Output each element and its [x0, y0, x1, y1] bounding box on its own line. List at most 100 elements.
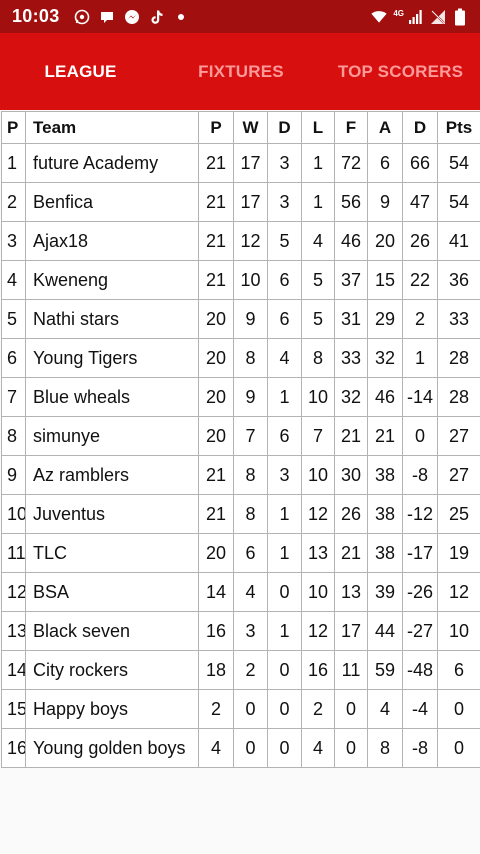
tab-fixtures[interactable]: FIXTURES [198, 61, 284, 81]
table-body: 1 future Academy 21 17 3 1 72 6 66 54 2 Benfica 21 17… [1, 143, 480, 768]
drawn-cell: 1 [267, 611, 302, 651]
lost-cell: 1 [301, 182, 335, 222]
drawn-cell: 3 [267, 143, 302, 183]
table-row[interactable]: 13 Black seven 16 3 1 12 17 44 -27 10 [1, 611, 480, 651]
won-cell: 7 [233, 416, 268, 456]
team-cell: Black seven [25, 611, 199, 651]
position-cell: 13 [1, 611, 26, 651]
col-position-header: P [1, 111, 26, 144]
points-cell: 10 [437, 611, 480, 651]
table-row[interactable]: 4 Kweneng 21 10 6 5 37 15 22 36 [1, 260, 480, 300]
tiktok-icon [149, 9, 165, 25]
table-row[interactable]: 10 Juventus 21 8 1 12 26 38 -12 25 [1, 494, 480, 534]
goals-for-cell: 33 [334, 338, 368, 378]
won-cell: 8 [233, 455, 268, 495]
goal-difference-cell: 26 [402, 221, 438, 261]
won-cell: 9 [233, 377, 268, 417]
points-cell: 0 [437, 728, 480, 768]
team-cell: City rockers [25, 650, 199, 690]
position-cell: 2 [1, 182, 26, 222]
played-cell: 20 [198, 299, 234, 339]
goals-for-cell: 31 [334, 299, 368, 339]
table-row[interactable]: 2 Benfica 21 17 3 1 56 9 47 54 [1, 182, 480, 222]
team-cell: Ajax18 [25, 221, 199, 261]
table-row[interactable]: 8 simunye 20 7 6 7 21 21 0 27 [1, 416, 480, 456]
chat-bubble-icon [99, 9, 115, 25]
goals-against-cell: 44 [367, 611, 403, 651]
points-cell: 19 [437, 533, 480, 573]
team-cell: future Academy [25, 143, 199, 183]
league-table: P Team P W D L F A D Pts 1 future Academy 21 17 3 1 72 6… [1, 111, 480, 768]
col-goal-difference-header: D [402, 111, 438, 144]
lost-cell: 13 [301, 533, 335, 573]
won-cell: 0 [233, 689, 268, 729]
points-cell: 6 [437, 650, 480, 690]
goal-difference-cell: -26 [402, 572, 438, 612]
tab-top-scorers[interactable]: TOP SCORERS [337, 61, 464, 81]
no-signal-icon [430, 9, 446, 25]
goals-against-cell: 6 [367, 143, 403, 183]
position-cell: 14 [1, 650, 26, 690]
played-cell: 16 [198, 611, 234, 651]
position-cell: 8 [1, 416, 26, 456]
table-row[interactable]: 9 Az ramblers 21 8 3 10 30 38 -8 27 [1, 455, 480, 495]
signal-icon [408, 9, 424, 25]
table-row[interactable]: 11 TLC 20 6 1 13 21 38 -17 19 [1, 533, 480, 573]
position-cell: 15 [1, 689, 26, 729]
table-row[interactable]: 1 future Academy 21 17 3 1 72 6 66 54 [1, 143, 480, 183]
goals-for-cell: 17 [334, 611, 368, 651]
table-row[interactable]: 6 Young Tigers 20 8 4 8 33 32 1 28 [1, 338, 480, 378]
tab-league[interactable]: LEAGUE [44, 61, 117, 81]
table-row[interactable]: 7 Blue wheals 20 9 1 10 32 46 -14 28 [1, 377, 480, 417]
team-cell: Kweneng [25, 260, 199, 300]
goals-against-cell: 8 [367, 728, 403, 768]
goals-for-cell: 37 [334, 260, 368, 300]
drawn-cell: 3 [267, 455, 302, 495]
table-row[interactable]: 12 BSA 14 4 0 10 13 39 -26 12 [1, 572, 480, 612]
points-cell: 25 [437, 494, 480, 534]
col-won-header: W [233, 111, 268, 144]
lost-cell: 12 [301, 611, 335, 651]
goals-for-cell: 56 [334, 182, 368, 222]
battery-icon [452, 8, 468, 25]
position-cell: 11 [1, 533, 26, 573]
lost-cell: 5 [301, 299, 335, 339]
table-row[interactable]: 5 Nathi stars 20 9 6 5 31 29 2 33 [1, 299, 480, 339]
position-cell: 6 [1, 338, 26, 378]
position-cell: 4 [1, 260, 26, 300]
drawn-cell: 1 [267, 377, 302, 417]
goal-difference-cell: 66 [402, 143, 438, 183]
won-cell: 12 [233, 221, 268, 261]
table-row[interactable]: 14 City rockers 18 2 0 16 11 59 -48 6 [1, 650, 480, 690]
played-cell: 21 [198, 260, 234, 300]
goals-for-cell: 21 [334, 533, 368, 573]
table-row[interactable]: 3 Ajax18 21 12 5 4 46 20 26 41 [1, 221, 480, 261]
goal-difference-cell: -4 [402, 689, 438, 729]
goals-against-cell: 32 [367, 338, 403, 378]
drawn-cell: 6 [267, 260, 302, 300]
status-bar: 10:03 4G [0, 0, 480, 33]
drawn-cell: 6 [267, 416, 302, 456]
lost-cell: 10 [301, 572, 335, 612]
goals-for-cell: 26 [334, 494, 368, 534]
goal-difference-cell: 47 [402, 182, 438, 222]
goals-for-cell: 13 [334, 572, 368, 612]
lost-cell: 12 [301, 494, 335, 534]
position-cell: 9 [1, 455, 26, 495]
goal-difference-cell: -14 [402, 377, 438, 417]
table-row[interactable]: 16 Young golden boys 4 0 0 4 0 8 -8 0 [1, 728, 480, 768]
goals-against-cell: 38 [367, 455, 403, 495]
played-cell: 21 [198, 182, 234, 222]
played-cell: 20 [198, 533, 234, 573]
lost-cell: 10 [301, 377, 335, 417]
position-cell: 5 [1, 299, 26, 339]
table-row[interactable]: 15 Happy boys 2 0 0 2 0 4 -4 0 [1, 689, 480, 729]
won-cell: 3 [233, 611, 268, 651]
points-cell: 27 [437, 416, 480, 456]
goals-for-cell: 21 [334, 416, 368, 456]
drawn-cell: 0 [267, 728, 302, 768]
goal-difference-cell: 22 [402, 260, 438, 300]
messenger-icon [124, 9, 140, 25]
wifi-icon [371, 9, 387, 25]
team-cell: BSA [25, 572, 199, 612]
